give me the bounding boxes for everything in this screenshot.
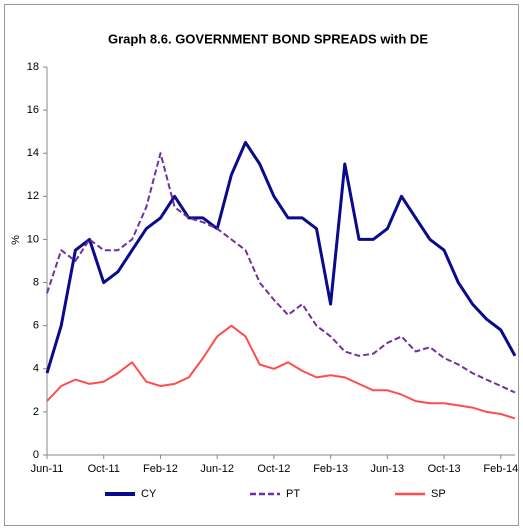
legend-label: PT — [286, 488, 300, 500]
y-tick-label: 8 — [33, 276, 39, 288]
chart-title: Graph 8.6. GOVERNMENT BOND SPREADS with … — [108, 31, 428, 46]
chart-frame — [4, 4, 519, 526]
y-tick-label: 14 — [27, 147, 39, 159]
x-tick-label: Feb-12 — [143, 463, 178, 475]
x-tick-label: Oct-12 — [257, 463, 290, 475]
y-tick-label: 4 — [33, 363, 39, 375]
legend-label: CY — [141, 488, 157, 500]
x-tick-label: Feb-13 — [313, 463, 348, 475]
x-tick-label: Oct-11 — [88, 463, 120, 475]
y-tick-label: 0 — [33, 449, 39, 461]
y-tick-label: 10 — [27, 233, 39, 245]
series-line — [46, 152, 516, 394]
series-line — [46, 324, 516, 420]
y-tick-label: 16 — [27, 104, 39, 116]
x-tick-label: Oct-13 — [428, 463, 461, 475]
y-axis-label: % — [10, 235, 22, 245]
x-tick-label: Feb-14 — [483, 463, 518, 475]
x-tick-label: Jun-13 — [371, 463, 405, 475]
x-tick-label: Jun-11 — [31, 463, 64, 475]
y-tick-label: 2 — [33, 406, 39, 418]
x-tick-label: Jun-12 — [200, 463, 234, 475]
series-line — [45, 140, 517, 374]
y-tick-label: 12 — [27, 190, 39, 202]
legend-label: SP — [431, 488, 446, 500]
y-tick-label: 18 — [27, 61, 39, 73]
y-tick-label: 6 — [33, 320, 39, 332]
